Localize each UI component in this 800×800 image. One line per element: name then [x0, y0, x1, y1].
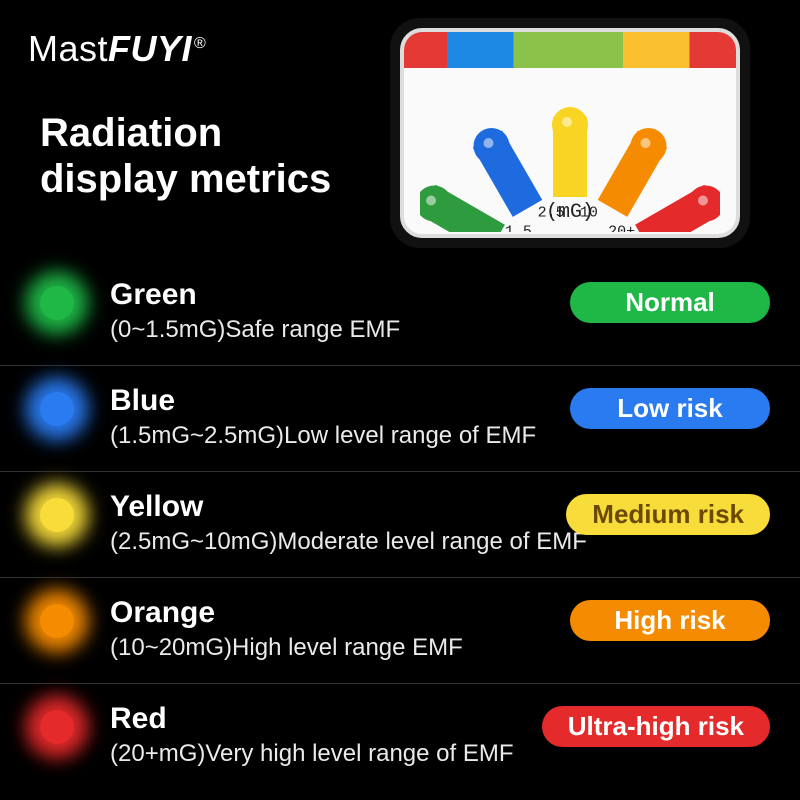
brand-reg: ®: [194, 35, 206, 52]
legend-row: Blue(1.5mG~2.5mG)Low level range of EMFL…: [0, 366, 800, 472]
legend-dot: [40, 710, 74, 744]
meter-tick-label: 20+: [608, 223, 635, 232]
risk-badge: Low risk: [570, 388, 770, 429]
meter-tick-label: 1.5: [505, 223, 532, 232]
brand-logo: MastFUYI®: [28, 28, 206, 70]
legend-row: Green(0~1.5mG)Safe range EMFNormal: [0, 260, 800, 366]
brand-part2: FUYI: [108, 28, 192, 69]
legend-dot: [40, 392, 74, 426]
risk-badge: Medium risk: [566, 494, 770, 535]
meter-device: 1.52.51020+ (mG): [390, 18, 750, 248]
risk-badge: Normal: [570, 282, 770, 323]
legend-row: Red(20+mG)Very high level range of EMFUl…: [0, 684, 800, 790]
legend-dot: [40, 498, 74, 532]
brand-part1: Mast: [28, 28, 108, 69]
risk-badge: Ultra-high risk: [542, 706, 770, 747]
legend-row: Orange(10~20mG)High level range EMFHigh …: [0, 578, 800, 684]
legend-dot: [40, 604, 74, 638]
page-title: Radiation display metrics: [40, 110, 331, 202]
meter-unit: (mG): [546, 201, 594, 224]
risk-badge: High risk: [570, 600, 770, 641]
title-line1: Radiation: [40, 110, 331, 156]
legend: Green(0~1.5mG)Safe range EMFNormalBlue(1…: [0, 260, 800, 800]
legend-row: Yellow(2.5mG~10mG)Moderate level range o…: [0, 472, 800, 578]
legend-dot: [40, 286, 74, 320]
meter-screen: 1.52.51020+ (mG): [400, 28, 740, 238]
title-line2: display metrics: [40, 156, 331, 202]
